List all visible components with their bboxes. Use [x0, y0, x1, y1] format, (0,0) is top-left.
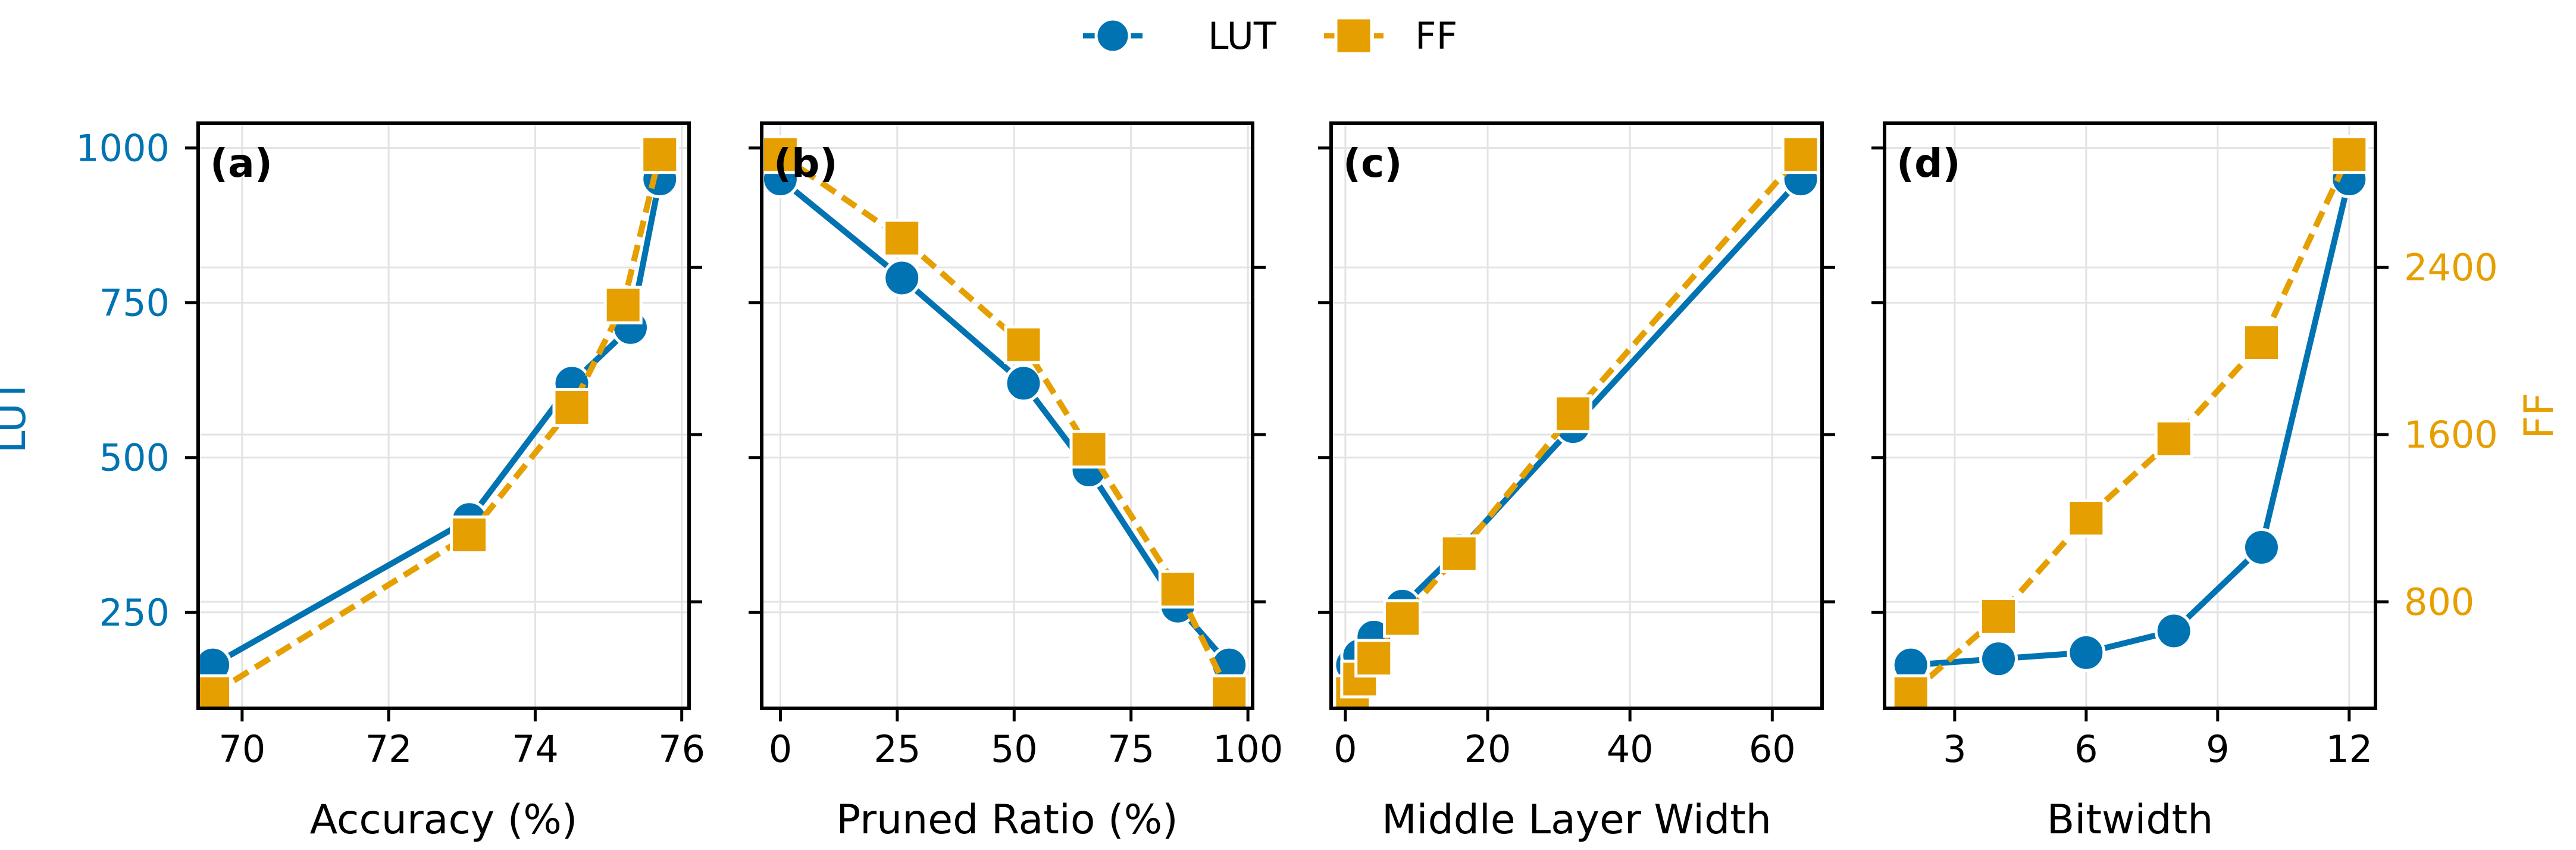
data-point-ff [1210, 674, 1249, 713]
x-tick-label: 0 [769, 727, 792, 771]
panel-label: (d) [1896, 140, 1961, 186]
panel-label: (a) [210, 140, 273, 186]
lut-tick-label: 250 [99, 591, 170, 635]
data-point-ff [450, 515, 489, 555]
x-tick-label: 12 [2325, 727, 2372, 771]
x-tick-label: 60 [1749, 727, 1796, 771]
ff-axis-label: FF [2516, 392, 2563, 439]
data-point-ff [760, 135, 800, 174]
x-axis-label: Middle Layer Width [1382, 796, 1771, 843]
x-tick-label: 3 [1943, 727, 1966, 771]
x-tick-label: 100 [1213, 727, 1283, 771]
x-tick-label: 50 [991, 727, 1038, 771]
x-axis-label: Bitwidth [2047, 796, 2214, 843]
data-point-ff [1158, 570, 1197, 609]
data-point-ff [1383, 599, 1422, 638]
panel-2: 0 25 50 75 100 Pruned Ratio (%) (b) [749, 121, 1283, 843]
axes-frame [196, 121, 691, 710]
series-line-ff [1908, 153, 2352, 696]
legend-label-lut: LUT [1208, 14, 1277, 58]
legend: LUT FF [1083, 14, 1457, 58]
axes-frame [1329, 121, 1824, 710]
data-point-lut [1979, 639, 2018, 679]
series-line-lut [1910, 178, 2352, 668]
legend-label-ff: FF [1415, 14, 1457, 58]
lut-tick-label: 1000 [76, 127, 170, 170]
x-tick-label: 75 [1107, 727, 1154, 771]
data-point-ff [1004, 325, 1043, 364]
legend-entry-lut: LUT [1083, 14, 1277, 58]
x-tick-label: 72 [365, 727, 412, 771]
x-tick-label: 9 [2206, 727, 2229, 771]
data-point-ff [1439, 534, 1479, 573]
data-point-lut [2067, 633, 2106, 672]
data-point-ff [193, 674, 233, 713]
panel-1: 70 72 74 76 Accuracy (%) 250 500 750 1000 LUT (a) [0, 121, 705, 843]
data-point-ff [2154, 419, 2193, 458]
x-tick-label: 0 [1334, 727, 1357, 771]
x-tick-label: 74 [512, 727, 559, 771]
ff-tick-label: 800 [2404, 580, 2474, 624]
legend-marker-ff [1334, 16, 1373, 55]
ff-tick-label: 1600 [2404, 413, 2498, 457]
data-point-ff [2330, 135, 2369, 174]
data-point-ff [1781, 135, 1820, 174]
legend-marker-lut [1094, 17, 1131, 54]
panel-label: (b) [774, 140, 838, 186]
x-axis-label: Pruned Ratio (%) [836, 796, 1178, 843]
data-point-ff [552, 388, 591, 427]
x-tick-label: 76 [658, 727, 705, 771]
data-point-ff [1354, 639, 1394, 678]
axes-frame [760, 121, 1254, 710]
data-point-lut [2242, 528, 2281, 567]
data-point-lut [2154, 611, 2193, 651]
data-point-lut [1004, 364, 1043, 403]
x-tick-label: 40 [1607, 727, 1654, 771]
legend-entry-ff: FF [1324, 14, 1457, 58]
data-point-ff [1891, 674, 1930, 713]
data-point-ff [603, 285, 643, 324]
x-tick-label: 70 [218, 727, 265, 771]
data-point-lut [882, 258, 922, 298]
data-point-ff [1979, 597, 2018, 636]
ff-tick-label: 2400 [2404, 246, 2498, 289]
data-point-ff [2067, 499, 2106, 538]
x-axis-label: Accuracy (%) [310, 796, 578, 843]
panel-4: 3 6 9 12 Bitwidth 800 1600 2400 FF (d) [1871, 121, 2563, 843]
data-point-ff [882, 218, 922, 258]
data-point-ff [2242, 323, 2281, 362]
lut-tick-label: 750 [99, 282, 170, 325]
panel-3: 0 20 40 60 Middle Layer Width (c) [1318, 121, 1835, 843]
axes-frame [1883, 121, 2377, 710]
data-point-ff [640, 135, 680, 174]
lut-axis-label: LUT [0, 378, 35, 453]
series-line-lut [211, 178, 663, 668]
data-point-ff [1069, 430, 1109, 469]
x-tick-label: 6 [2074, 727, 2098, 771]
panel-label: (c) [1343, 140, 1402, 186]
x-tick-label: 25 [874, 727, 921, 771]
x-tick-label: 20 [1464, 727, 1511, 771]
data-point-ff [1554, 394, 1593, 433]
lut-tick-label: 500 [99, 436, 170, 480]
